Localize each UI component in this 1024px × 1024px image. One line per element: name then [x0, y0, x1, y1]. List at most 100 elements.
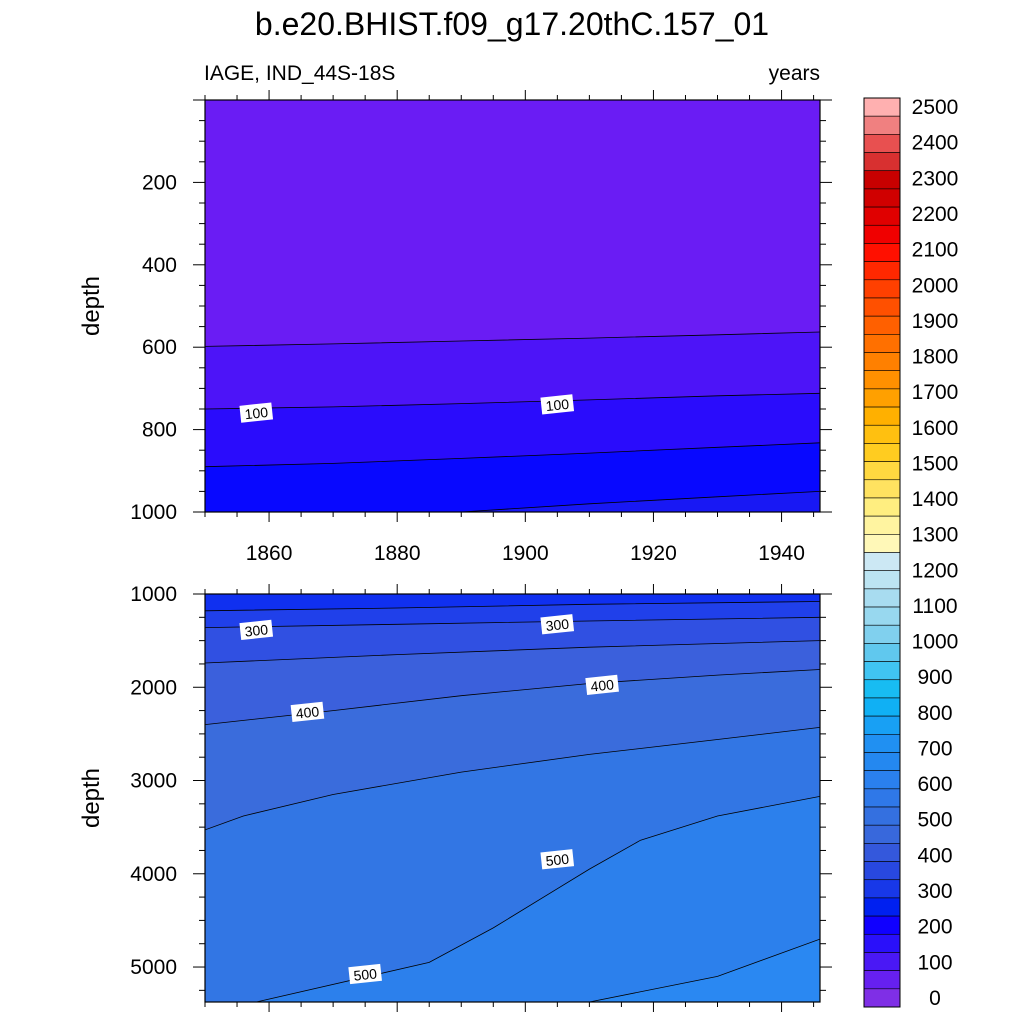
colorbar-swatch — [863, 679, 901, 699]
colorbar-label: 600 — [917, 773, 952, 796]
variable-label: IAGE, IND_44S-18S — [204, 62, 396, 85]
colorbar-label: 1000 — [912, 631, 959, 654]
contour-label-text: 500 — [353, 965, 378, 983]
colorbar-swatch — [863, 806, 901, 826]
colorbar-swatch — [863, 97, 901, 117]
colorbar-swatch — [863, 552, 901, 571]
y-tick-label: 600 — [142, 336, 177, 359]
contour-fill-group — [205, 100, 820, 512]
contour-label-box — [348, 963, 382, 985]
colorbar-swatch — [863, 697, 901, 717]
tick-group — [193, 584, 832, 1012]
contour-fill-band — [205, 442, 820, 512]
contour-label-text: 500 — [545, 851, 570, 869]
colorbar-swatch — [863, 861, 901, 881]
contour-label-box — [290, 701, 325, 723]
colorbar-swatch — [863, 515, 901, 535]
y-tick-label: 5000 — [130, 956, 177, 979]
colorbar-label: 200 — [917, 916, 952, 939]
colorbar-swatch — [863, 879, 901, 899]
colorbar-label: 1500 — [912, 452, 959, 475]
y-tick-label: 3000 — [130, 770, 177, 793]
colorbar-swatch — [863, 334, 901, 353]
contour-label: 400 — [290, 701, 325, 723]
colorbar-swatch — [863, 261, 901, 281]
contour-label-box — [239, 619, 274, 641]
colorbar-swatch — [863, 770, 901, 790]
colorbar-label: 2200 — [912, 203, 959, 226]
colorbar-label: 0 — [929, 987, 941, 1010]
contour-fill-group — [205, 594, 820, 1002]
colorbar-label: 2400 — [912, 132, 959, 155]
upper-panel: 100 100 1860 1880 1900 1920 1940 200 400 600 800 10… — [78, 90, 832, 565]
colorbar-swatch — [863, 224, 901, 244]
contour-label-box — [540, 394, 575, 415]
colorbar-swatch — [863, 424, 901, 444]
contour-label: 100 — [540, 394, 575, 415]
y-tick-label: 800 — [142, 419, 177, 442]
units-label: years — [768, 62, 820, 85]
colorbar-swatch — [863, 479, 901, 499]
contour-label: 500 — [348, 963, 382, 985]
colorbar-swatch — [863, 588, 901, 608]
contour-fill-band — [205, 491, 820, 512]
contour-label-text: 400 — [590, 676, 615, 694]
colorbar-swatch — [863, 388, 901, 408]
lower-panel: 300 300 400 400 500 500 1000 2000 3000 4000 5000 de… — [78, 583, 832, 1012]
colorbar-swatch — [863, 661, 901, 681]
contour-label-text: 100 — [244, 404, 269, 422]
plot-frame — [204, 593, 821, 1003]
colorbar-label: 700 — [917, 737, 952, 760]
contour-fill-band — [205, 796, 820, 1002]
y-tick-label: 4000 — [130, 863, 177, 886]
colorbar-swatch — [863, 206, 901, 226]
contour-label: 300 — [540, 614, 575, 635]
colorbar-label: 1200 — [912, 559, 959, 582]
colorbar-swatch — [863, 279, 901, 299]
colorbar-swatch — [863, 352, 901, 371]
y-tick-label: 1000 — [130, 583, 177, 606]
contour-label-box — [585, 674, 619, 696]
colorbar: 0 100 200 300 400 500 600 700 800 900 1000 1100 1200… — [863, 96, 959, 1010]
contour-label-text: 100 — [545, 396, 570, 414]
colorbar-label: 1600 — [912, 417, 959, 440]
contour-fill-band — [205, 939, 820, 1002]
contour-label-box — [540, 849, 575, 870]
colorbar-swatch — [863, 570, 901, 590]
colorbar-swatch — [863, 952, 901, 971]
colorbar-swatch — [863, 752, 901, 771]
colorbar-swatch — [863, 134, 901, 153]
colorbar-swatch — [863, 315, 901, 335]
contour-label: 300 — [239, 619, 274, 641]
tick-group — [193, 90, 832, 522]
y-axis-label: depth — [78, 768, 105, 828]
y-tick-label: 400 — [142, 254, 177, 277]
colorbar-swatch — [863, 897, 901, 917]
colorbar-swatch — [863, 988, 901, 1008]
colorbar-label: 1700 — [912, 381, 959, 404]
colorbar-label: 1300 — [912, 524, 959, 547]
chart-title: b.e20.BHIST.f09_g17.20thC.157_01 — [254, 6, 770, 42]
contour-line — [205, 331, 820, 347]
contour-label: 400 — [585, 674, 619, 696]
colorbar-label: 1400 — [912, 488, 959, 511]
colorbar-label: 500 — [917, 809, 952, 832]
colorbar-swatch — [863, 497, 901, 517]
colorbar-label: 1800 — [912, 346, 959, 369]
contour-label: 100 — [239, 402, 274, 423]
y-tick-label: 200 — [142, 171, 177, 194]
colorbar-label: 100 — [917, 951, 952, 974]
colorbar-label: 2100 — [912, 239, 959, 262]
colorbar-swatch — [863, 115, 901, 135]
colorbar-label: 1900 — [912, 310, 959, 333]
contour-label-text: 300 — [244, 621, 269, 639]
colorbar-swatch — [863, 843, 901, 862]
x-tick-label: 1940 — [758, 542, 805, 565]
colorbar-swatch — [863, 970, 901, 990]
colorbar-swatch — [863, 933, 901, 953]
colorbar-swatch — [863, 461, 901, 481]
colorbar-label: 400 — [917, 844, 952, 867]
colorbar-swatch — [863, 733, 901, 753]
contour-label-text: 300 — [545, 616, 570, 634]
